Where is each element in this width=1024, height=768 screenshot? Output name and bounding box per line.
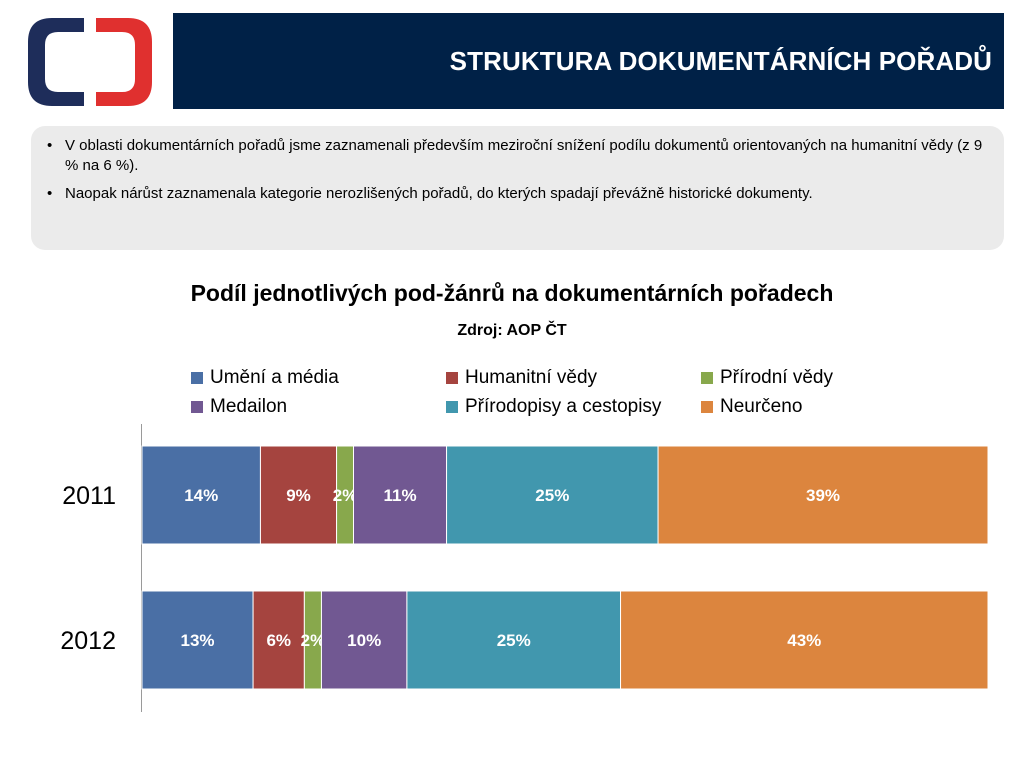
legend-swatch — [446, 401, 458, 413]
legend-item: Přírodní vědy — [701, 366, 833, 390]
info-bullet: • V oblasti dokumentárních pořadů jsme za… — [45, 136, 984, 176]
bar-segment — [353, 445, 448, 545]
bar-segment — [657, 445, 989, 545]
logo-left-bracket — [28, 18, 84, 106]
legend-swatch — [446, 372, 458, 384]
data-label: 6% — [266, 631, 291, 650]
legend-label: Přírodopisy a cestopisy — [465, 396, 662, 417]
info-bullet: • Naopak nárůst zaznamenala kategorie ner… — [45, 184, 984, 204]
data-label: 2% — [333, 486, 358, 505]
data-label: 14% — [184, 486, 218, 505]
data-label: 39% — [806, 486, 840, 505]
legend-label: Medailon — [210, 396, 288, 417]
header-bar: STRUKTURA DOKUMENTÁRNÍCH POŘADŮ — [173, 13, 1004, 109]
chart-title: Podíl jednotlivých pod-žánrů na dokument… — [190, 280, 834, 306]
ct-logo — [28, 18, 152, 106]
bar-segment — [620, 590, 989, 690]
data-label: 25% — [497, 631, 531, 650]
legend-swatch — [191, 401, 203, 413]
page-title: STRUKTURA DOKUMENTÁRNÍCH POŘADŮ — [449, 45, 992, 76]
bar-segment — [446, 445, 659, 545]
info-list: • V oblasti dokumentárních pořadů jsme za… — [45, 136, 984, 204]
data-label: 43% — [787, 631, 821, 650]
legend-swatch — [701, 372, 713, 384]
bullet-icon: • — [47, 137, 53, 154]
legend-label: Umění a média — [210, 367, 339, 388]
legend-item: Medailon — [191, 395, 287, 419]
data-label: 9% — [286, 486, 311, 505]
legend-swatch — [701, 401, 713, 413]
legend-label: Neurčeno — [720, 396, 803, 417]
info-bullet-text: Naopak nárůst zaznamenala kategorie nero… — [65, 185, 813, 202]
data-label: 25% — [535, 486, 569, 505]
legend-label: Humanitní vědy — [465, 367, 598, 388]
legend-item: Přírodopisy a cestopisy — [446, 395, 661, 419]
data-label: 2% — [301, 631, 326, 650]
chart-subtitle: Zdroj: AOP ČT — [457, 322, 567, 339]
data-label: 13% — [181, 631, 215, 650]
bar-segment — [141, 445, 261, 545]
bar-segment — [406, 590, 622, 690]
category-label: 2011 — [62, 482, 116, 510]
category-label: 2012 — [60, 627, 116, 655]
legend-item: Umění a média — [191, 366, 339, 390]
legend-swatch — [191, 372, 203, 384]
bullet-icon: • — [47, 185, 53, 202]
legend-label: Přírodní vědy — [720, 367, 833, 388]
legend-item: Humanitní vědy — [446, 366, 597, 390]
legend-item: Neurčeno — [701, 395, 802, 419]
info-bullet-text: V oblasti dokumentárních pořadů jsme zaz… — [65, 137, 983, 174]
logo-right-bracket — [96, 18, 152, 106]
bar-segment — [141, 590, 254, 690]
data-label: 10% — [347, 631, 381, 650]
bar-segment — [252, 590, 305, 690]
info-box: • V oblasti dokumentárních pořadů jsme za… — [31, 126, 1004, 250]
data-label: 11% — [383, 486, 416, 505]
bar-segment — [320, 590, 408, 690]
